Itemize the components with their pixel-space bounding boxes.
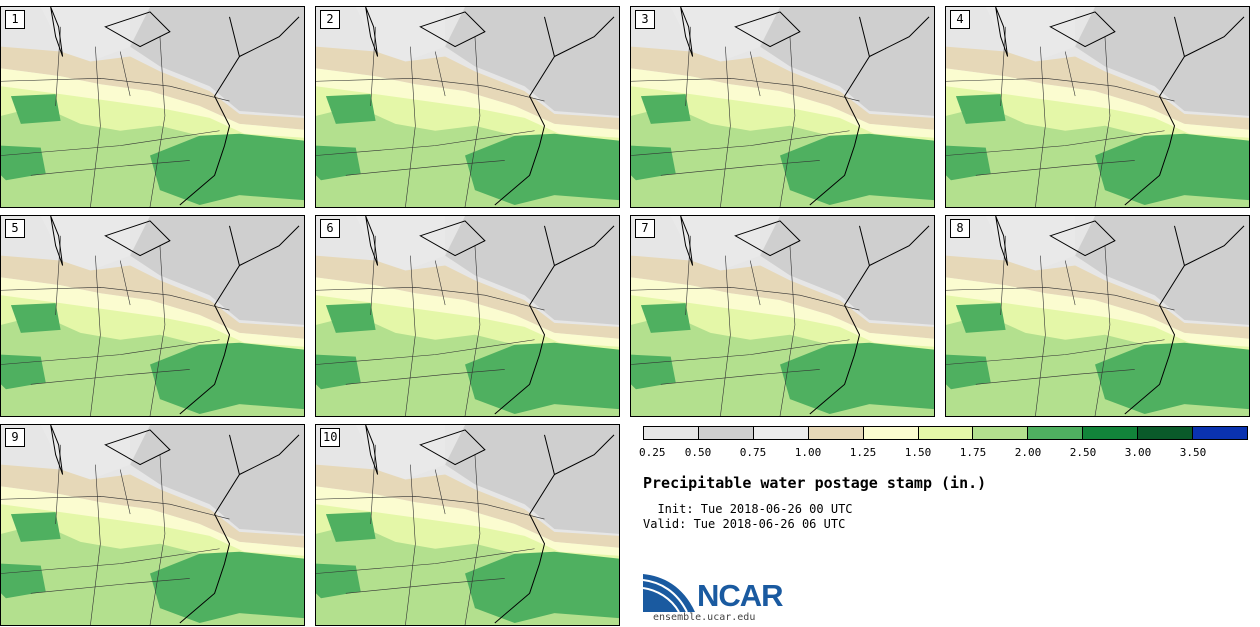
- site-url: ensemble.ucar.edu: [653, 612, 756, 623]
- stamp-9: 9: [0, 424, 305, 626]
- colorbar-label: 1.00: [794, 446, 822, 459]
- stamp-map: [631, 216, 934, 416]
- stamp-map: [316, 425, 619, 625]
- stamp-number: 6: [320, 219, 340, 238]
- colorbar-swatch: [973, 427, 1029, 439]
- colorbar-swatch: [918, 427, 974, 439]
- stamp-number: 9: [5, 428, 25, 447]
- colorbar-label: 0.25: [639, 446, 666, 459]
- stamp-3: 3: [630, 6, 935, 208]
- stamp-map: [946, 7, 1249, 207]
- valid-time: Valid: Tue 2018-06-26 06 UTC: [643, 517, 846, 531]
- stamp-1: 1: [0, 6, 305, 208]
- colorbar-label: 3.00: [1124, 446, 1152, 459]
- stamp-map: [1, 425, 304, 625]
- stamp-6: 6: [315, 215, 620, 417]
- colorbar-swatch: [1028, 427, 1084, 439]
- colorbar-swatch: [863, 427, 919, 439]
- colorbar-swatch: [753, 427, 809, 439]
- stamp-number: 4: [950, 10, 970, 29]
- colorbar-swatch: [1138, 427, 1194, 439]
- colorbar-label: 0.75: [739, 446, 767, 459]
- colorbar-label: 3.50: [1179, 446, 1207, 459]
- stamp-number: 5: [5, 219, 25, 238]
- chart-title: Precipitable water postage stamp (in.): [643, 474, 987, 492]
- colorbar-swatch: [1193, 427, 1247, 439]
- stamp-7: 7: [630, 215, 935, 417]
- stamp-map: [1, 216, 304, 416]
- colorbar-label: 1.50: [904, 446, 932, 459]
- stamp-8: 8: [945, 215, 1250, 417]
- colorbar-label: 1.75: [959, 446, 987, 459]
- ncar-logo-icon: [643, 574, 695, 613]
- colorbar-swatch: [698, 427, 754, 439]
- time-info: Init: Tue 2018-06-26 00 UTC Valid: Tue 2…: [643, 502, 853, 532]
- colorbar-label: 0.50: [684, 446, 712, 459]
- stamp-10: 10: [315, 424, 620, 626]
- stamp-number: 1: [5, 10, 25, 29]
- colorbar-swatch: [644, 427, 699, 439]
- stamp-5: 5: [0, 215, 305, 417]
- stamp-number: 8: [950, 219, 970, 238]
- stamp-map: [946, 216, 1249, 416]
- stamp-number: 10: [320, 428, 341, 447]
- colorbar-swatch: [808, 427, 864, 439]
- stamp-number: 3: [635, 10, 655, 29]
- colorbar-swatch: [1083, 427, 1139, 439]
- stamp-number: 2: [320, 10, 340, 29]
- stamp-2: 2: [315, 6, 620, 208]
- stamp-4: 4: [945, 6, 1250, 208]
- colorbar-labels: 0.25 0.50 0.75 1.00 1.25 1.50 1.75 2.00 2.50 3.00…: [639, 446, 1248, 460]
- colorbar-label: 2.50: [1069, 446, 1097, 459]
- stamp-map: [316, 7, 619, 207]
- stamp-map: [631, 7, 934, 207]
- init-time: Init: Tue 2018-06-26 00 UTC: [643, 502, 853, 516]
- colorbar: [643, 426, 1248, 440]
- colorbar-label: 1.25: [849, 446, 877, 459]
- stamp-map: [316, 216, 619, 416]
- logo-text: NCAR: [697, 578, 784, 613]
- stamp-map: [1, 7, 304, 207]
- colorbar-label: 2.00: [1014, 446, 1042, 459]
- stamp-number: 7: [635, 219, 655, 238]
